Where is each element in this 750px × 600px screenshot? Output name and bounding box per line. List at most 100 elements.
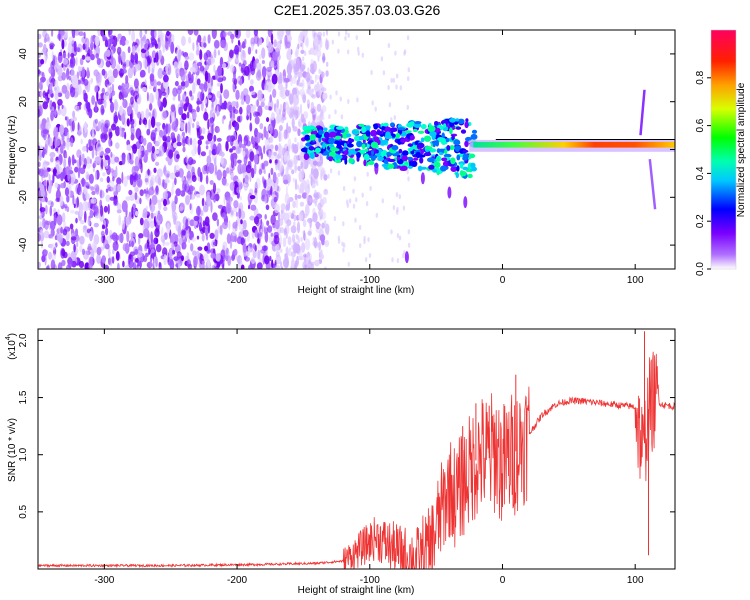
noise-speck: [308, 259, 311, 264]
noise-speck: [38, 149, 42, 162]
noise-speck: [274, 144, 279, 152]
signal-speck: [361, 143, 366, 150]
noise-speck: [126, 105, 133, 115]
noise-speck: [172, 87, 178, 97]
noise-speck: [199, 135, 204, 140]
noise-speck: [217, 65, 223, 77]
noise-speck: [40, 58, 45, 65]
noise-speck: [407, 67, 410, 73]
noise-speck: [265, 260, 271, 269]
noise-speck: [193, 255, 198, 267]
noise-speck: [196, 235, 200, 240]
noise-speck: [138, 236, 141, 246]
noise-speck: [406, 35, 410, 41]
noise-speck: [403, 250, 406, 256]
noise-speck: [284, 102, 290, 111]
noise-speck: [110, 234, 116, 240]
noise-speck: [79, 244, 83, 253]
noise-speck: [297, 34, 302, 44]
noise-speck: [131, 144, 137, 149]
noise-speck: [296, 255, 299, 267]
noise-speck: [100, 158, 104, 170]
noise-speck: [120, 114, 126, 123]
noise-speck: [120, 35, 127, 47]
noise-speck: [271, 73, 278, 85]
noise-speck: [173, 256, 179, 261]
noise-speck: [42, 101, 48, 110]
noise-speck: [64, 116, 68, 121]
noise-speck: [264, 105, 270, 110]
noise-speck: [147, 65, 151, 74]
noise-speck: [111, 83, 115, 93]
noise-speck: [314, 237, 317, 243]
noise-speck: [407, 176, 410, 182]
noise-speck: [312, 160, 318, 166]
signal-speck: [337, 142, 342, 150]
noise-speck: [239, 115, 243, 122]
signal-speck: [420, 166, 427, 170]
noise-speck: [79, 167, 86, 175]
noise-speck: [221, 176, 227, 186]
noise-speck: [85, 99, 89, 110]
noise-speck: [283, 179, 289, 185]
noise-speck: [255, 150, 260, 155]
noise-speck: [72, 194, 75, 206]
noise-speck: [146, 221, 150, 229]
noise-speck: [230, 153, 234, 163]
noise-speck: [314, 218, 317, 224]
noise-speck: [387, 43, 391, 48]
spectrogram-xlabel: Height of straight line (km): [298, 285, 415, 296]
noise-speck: [128, 253, 132, 260]
noise-speck: [154, 43, 159, 49]
noise-speck: [168, 35, 172, 48]
noise-speck: [78, 31, 84, 37]
noise-speck: [169, 259, 175, 269]
noise-speck: [162, 97, 167, 108]
noise-speck: [100, 135, 107, 143]
noise-speck: [242, 50, 245, 58]
signal-speck: [327, 156, 334, 161]
noise-speck: [227, 135, 233, 142]
noise-speck: [395, 192, 399, 198]
noise-speck: [222, 241, 228, 251]
noise-speck: [38, 33, 42, 40]
noise-speck: [294, 193, 298, 200]
noise-speck: [294, 115, 298, 121]
noise-speck: [203, 35, 207, 43]
noise-speck: [213, 39, 220, 49]
noise-speck: [365, 201, 369, 207]
noise-speck: [122, 63, 127, 70]
noise-speck: [62, 228, 68, 236]
noise-speck: [69, 223, 74, 230]
noise-speck: [151, 129, 157, 138]
noise-speck: [189, 203, 192, 211]
noise-speck: [221, 212, 226, 220]
noise-speck: [131, 151, 134, 161]
noise-speck: [274, 203, 280, 214]
snr-marks: [38, 331, 675, 569]
noise-speck: [209, 109, 213, 119]
noise-speck: [90, 198, 97, 204]
noise-speck: [306, 99, 310, 105]
noise-speck: [43, 179, 47, 187]
noise-speck: [213, 134, 217, 142]
noise-speck: [219, 94, 222, 106]
noise-speck: [187, 30, 194, 36]
noise-speck: [226, 167, 230, 174]
noise-speck: [62, 212, 66, 223]
noise-speck: [207, 132, 213, 142]
noise-speck: [322, 167, 325, 173]
noise-speck: [304, 238, 311, 251]
noise-speck: [271, 259, 274, 269]
snr-xtick-label: 0: [500, 575, 506, 586]
signal-speck: [436, 157, 440, 162]
noise-speck: [123, 87, 130, 95]
signal-speck: [471, 167, 477, 172]
noise-speck: [299, 201, 305, 207]
noise-speck: [213, 49, 217, 59]
noise-speck: [407, 242, 411, 248]
noise-speck: [239, 106, 243, 115]
noise-speck: [115, 142, 120, 150]
noise-speck: [253, 60, 257, 70]
